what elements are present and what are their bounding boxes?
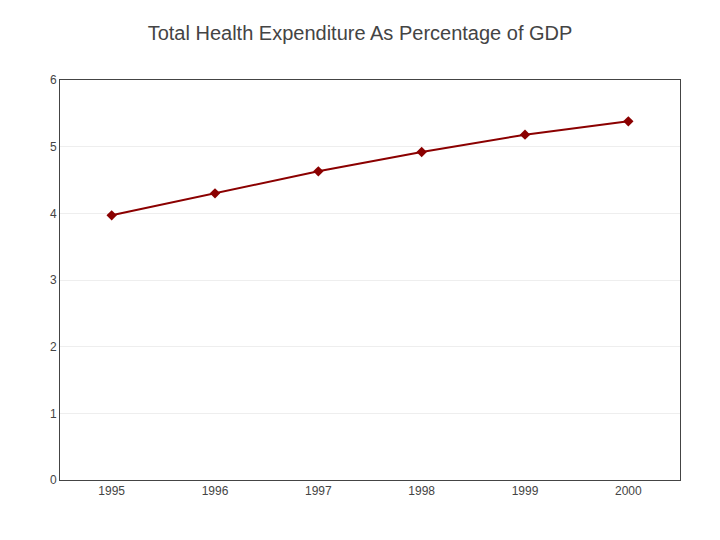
svg-text:Total Health Expenditure As Pe: Total Health Expenditure As Percentage o… [148,22,573,44]
svg-text:1996: 1996 [202,484,229,498]
svg-text:3: 3 [50,273,57,287]
svg-text:1997: 1997 [305,484,332,498]
svg-text:5: 5 [50,140,57,154]
svg-text:1995: 1995 [98,484,125,498]
svg-text:1: 1 [50,407,57,421]
svg-text:2000: 2000 [615,484,642,498]
svg-text:0: 0 [50,473,57,487]
svg-text:2: 2 [50,340,57,354]
svg-text:4: 4 [50,207,57,221]
svg-text:1998: 1998 [408,484,435,498]
svg-text:6: 6 [50,73,57,87]
svg-text:1999: 1999 [512,484,539,498]
